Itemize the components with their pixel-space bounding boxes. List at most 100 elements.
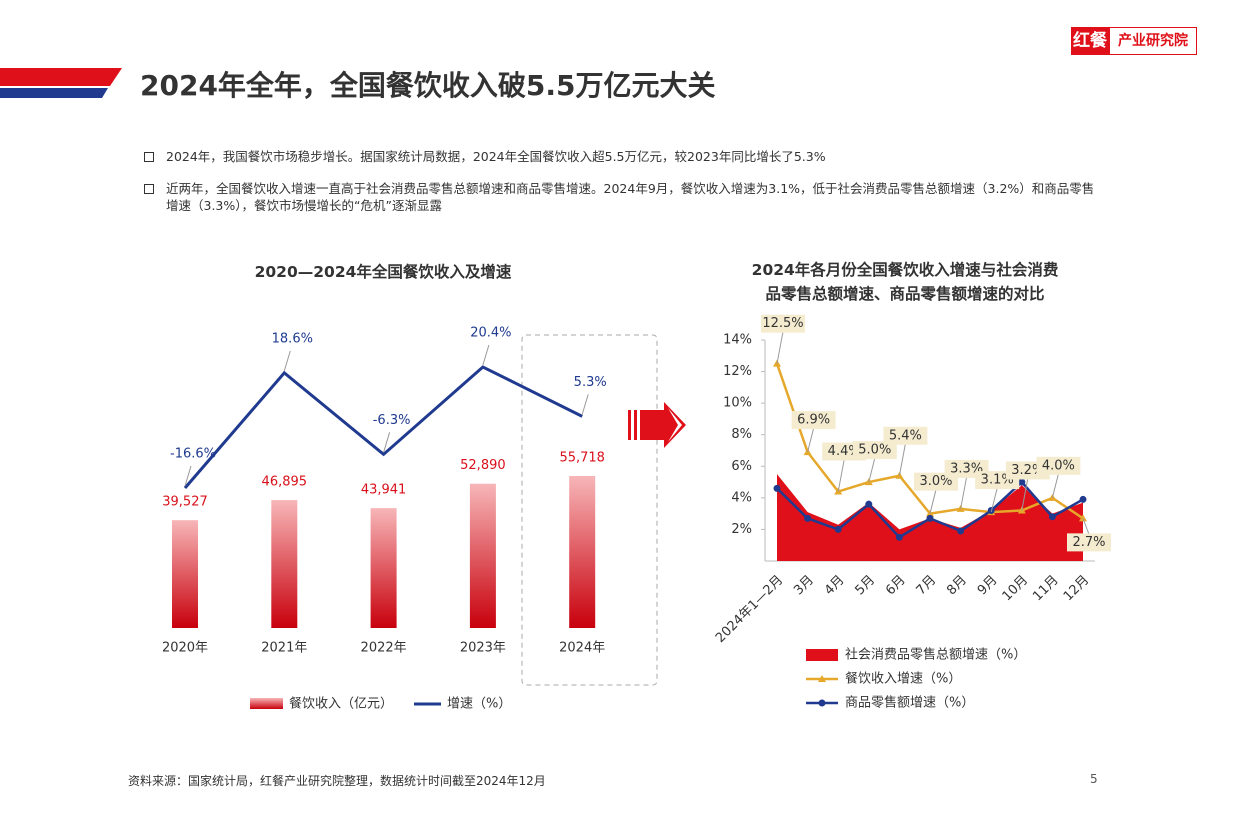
bar-label: 39,527 xyxy=(162,495,208,510)
value-label: 5.4% xyxy=(889,428,922,443)
marker xyxy=(804,514,812,522)
bar-label: 55,718 xyxy=(559,451,605,466)
bar xyxy=(172,520,198,628)
bullet: 近两年，全国餐饮收入增速一直高于社会消费品零售总额增速和商品零售增速。2024年… xyxy=(144,181,1095,213)
line-label: 5.3% xyxy=(574,375,607,390)
marker xyxy=(957,527,965,535)
marker xyxy=(834,525,842,533)
x-tick-label: 2024年1—2月 xyxy=(713,573,786,646)
logo-brand: 红餐 xyxy=(1071,27,1109,55)
x-tick-label: 2022年 xyxy=(361,641,407,656)
label-box xyxy=(761,314,805,333)
marker xyxy=(865,500,873,508)
value-label: 2.7% xyxy=(1072,535,1105,550)
line-label: 18.6% xyxy=(272,331,313,346)
banner-blue xyxy=(0,88,108,98)
marker xyxy=(1079,514,1087,522)
value-label: 3.2% xyxy=(1011,463,1044,478)
x-tick-label: 6月 xyxy=(883,573,909,599)
legend-label: 社会消费品零售总额增速（%） xyxy=(845,647,1026,663)
legend-label: 增速（%） xyxy=(447,697,511,712)
marker xyxy=(895,533,903,541)
heading: 2024年全年，全国餐饮收入破5.5万亿元大关 xyxy=(140,69,716,102)
y-tick-label: 10% xyxy=(723,396,752,411)
y-tick-label: 4% xyxy=(731,490,752,505)
leader-line xyxy=(807,427,815,453)
marker xyxy=(773,484,781,492)
banner-red xyxy=(0,68,122,86)
leader-line xyxy=(990,487,998,513)
line-label: -6.3% xyxy=(373,413,411,428)
area xyxy=(777,474,1083,561)
marker xyxy=(1079,495,1087,503)
logo-institute: 产业研究院 xyxy=(1109,27,1197,55)
label-box xyxy=(852,441,897,460)
legend-label: 餐饮收入（亿元） xyxy=(289,696,393,712)
label-box xyxy=(791,411,836,430)
marker xyxy=(1018,478,1026,486)
source: 资料来源：国家统计局，红餐产业研究院整理，数据统计时间截至2024年12月 xyxy=(128,774,546,788)
x-tick-label: 2023年 xyxy=(460,641,506,656)
marker xyxy=(1048,513,1056,521)
label-box xyxy=(1036,456,1081,475)
arrow xyxy=(628,402,686,448)
leader-line xyxy=(581,394,589,415)
leader-line xyxy=(184,465,192,487)
leader-line xyxy=(482,344,490,366)
x-tick-label: 4月 xyxy=(822,573,848,599)
leader-line xyxy=(960,476,968,509)
leader-line xyxy=(837,459,845,492)
y-tick-label: 2% xyxy=(731,522,752,537)
chart-title: 品零售总额增速、商品零售额增速的对比 xyxy=(765,285,1045,303)
chart-title: 2024年各月份全国餐饮收入增速与社会消费 xyxy=(751,261,1059,279)
x-tick-label: 5月 xyxy=(852,573,878,599)
x-tick-label: 8月 xyxy=(944,573,970,599)
bar xyxy=(271,500,298,628)
x-tick-label: 2020年 xyxy=(162,641,208,656)
label-box xyxy=(883,426,928,445)
value-label: 3.3% xyxy=(950,461,983,476)
y-tick-label: 8% xyxy=(731,427,752,442)
x-tick-label: 10月 xyxy=(1000,573,1031,604)
bar xyxy=(370,508,397,628)
leader-line xyxy=(776,331,784,364)
marker xyxy=(926,514,934,522)
x-tick-label: 7月 xyxy=(914,573,940,599)
line-label: -16.6% xyxy=(170,447,216,462)
legend-label: 商品零售额增速（%） xyxy=(845,695,974,711)
value-label: 3.1% xyxy=(981,473,1014,488)
leader-line xyxy=(898,443,906,476)
value-label: 4.4% xyxy=(828,444,861,459)
x-tick-label: 2021年 xyxy=(261,641,307,656)
legend-marker xyxy=(818,699,826,707)
value-label: 4.0% xyxy=(1042,458,1075,473)
bar-label: 52,890 xyxy=(460,458,506,473)
value-label: 12.5% xyxy=(762,316,803,331)
line xyxy=(183,365,583,489)
bar xyxy=(569,476,596,628)
bar-label: 43,941 xyxy=(361,483,407,498)
line-label: 20.4% xyxy=(470,326,511,341)
value-label: 3.0% xyxy=(919,474,952,489)
page-number: 5 xyxy=(1090,772,1098,786)
leader-line xyxy=(868,457,876,483)
legend-swatch xyxy=(806,649,838,661)
x-tick-label: 3月 xyxy=(791,573,817,599)
value-label: 6.9% xyxy=(797,413,830,428)
legend-label: 餐饮收入增速（%） xyxy=(845,671,961,687)
bar-label: 46,895 xyxy=(262,475,308,490)
leader-line xyxy=(929,489,937,514)
y-tick-label: 14% xyxy=(723,333,752,348)
bullet: 2024年，我国餐饮市场稳步增长。据国家统计局数据，2024年全国餐饮收入超5.… xyxy=(144,148,1096,165)
leader-line xyxy=(383,432,391,453)
leader-line xyxy=(283,350,291,372)
legend-marker xyxy=(818,675,826,682)
y-tick-label: 6% xyxy=(731,459,752,474)
bar xyxy=(469,483,496,628)
highlight-box xyxy=(521,334,658,686)
legend-swatch xyxy=(250,698,283,709)
x-tick-label: 9月 xyxy=(975,573,1001,599)
leader-line xyxy=(1051,473,1059,498)
